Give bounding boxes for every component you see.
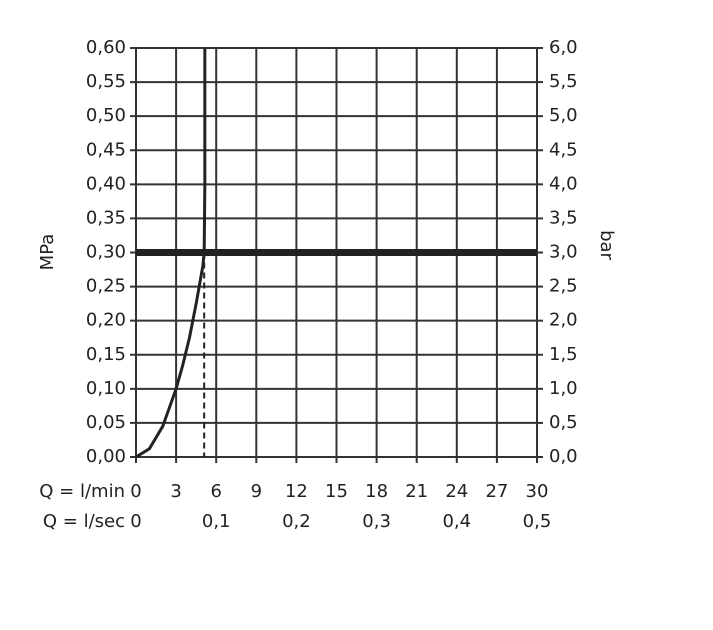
y2-tick-label: 4,5 — [549, 139, 578, 160]
x-tick-label: 24 — [445, 481, 468, 502]
y-tick-label: 0,25 — [86, 276, 126, 297]
x2-axis-label: Q = l/sec — [43, 511, 125, 532]
y-tick-label: 0,40 — [86, 173, 126, 194]
y2-tick-label: 2,0 — [549, 310, 578, 331]
y-tick-label: 0,55 — [86, 71, 126, 92]
x-tick-label: 9 — [251, 481, 262, 502]
y-tick-label: 0,30 — [86, 242, 126, 263]
y-tick-label: 0,05 — [86, 412, 126, 433]
y2-axis-label: bar — [596, 230, 617, 260]
x-tick-label: 3 — [170, 481, 181, 502]
y-tick-label: 0,35 — [86, 207, 126, 228]
curve — [135, 48, 207, 459]
y2-tick-label: 2,5 — [549, 276, 578, 297]
y2-tick-label: 1,0 — [549, 378, 578, 399]
y2-tick-label: 0,0 — [549, 446, 578, 467]
x-tick-label: 0 — [130, 481, 141, 502]
y-tick-label: 0,10 — [86, 378, 126, 399]
y2-tick-label: 5,5 — [549, 71, 578, 92]
y2-tick-label: 0,5 — [549, 412, 578, 433]
y-tick-label: 0,15 — [86, 344, 126, 365]
x-tick-label: 12 — [285, 481, 308, 502]
x2-tick-label: 0,3 — [362, 511, 391, 532]
y-tick-label: 0,20 — [86, 310, 126, 331]
x2-tick-label: 0,4 — [442, 511, 471, 532]
y-tick-label: 0,00 — [86, 446, 126, 467]
y2-tick-label: 3,5 — [549, 207, 578, 228]
y-tick-label: 0,50 — [86, 105, 126, 126]
x-tick-label: 15 — [325, 481, 348, 502]
x2-tick-label: 0 — [130, 511, 141, 532]
y2-tick-label: 4,0 — [549, 173, 578, 194]
x-tick-label: 30 — [526, 481, 549, 502]
x-axis-label: Q = l/min — [39, 481, 125, 502]
y-tick-label: 0,60 — [86, 37, 126, 58]
y-axis-label: MPa — [37, 234, 58, 271]
y-tick-label: 0,45 — [86, 139, 126, 160]
y2-tick-label: 1,5 — [549, 344, 578, 365]
x-tick-label: 21 — [405, 481, 428, 502]
x2-tick-label: 0,5 — [523, 511, 552, 532]
y2-tick-label: 5,0 — [549, 105, 578, 126]
x2-tick-label: 0,1 — [202, 511, 231, 532]
y2-tick-label: 3,0 — [549, 242, 578, 263]
x-tick-label: 18 — [365, 481, 388, 502]
x-tick-label: 27 — [485, 481, 508, 502]
x2-tick-label: 0,2 — [282, 511, 311, 532]
y2-tick-label: 6,0 — [549, 37, 578, 58]
x-tick-label: 6 — [210, 481, 221, 502]
